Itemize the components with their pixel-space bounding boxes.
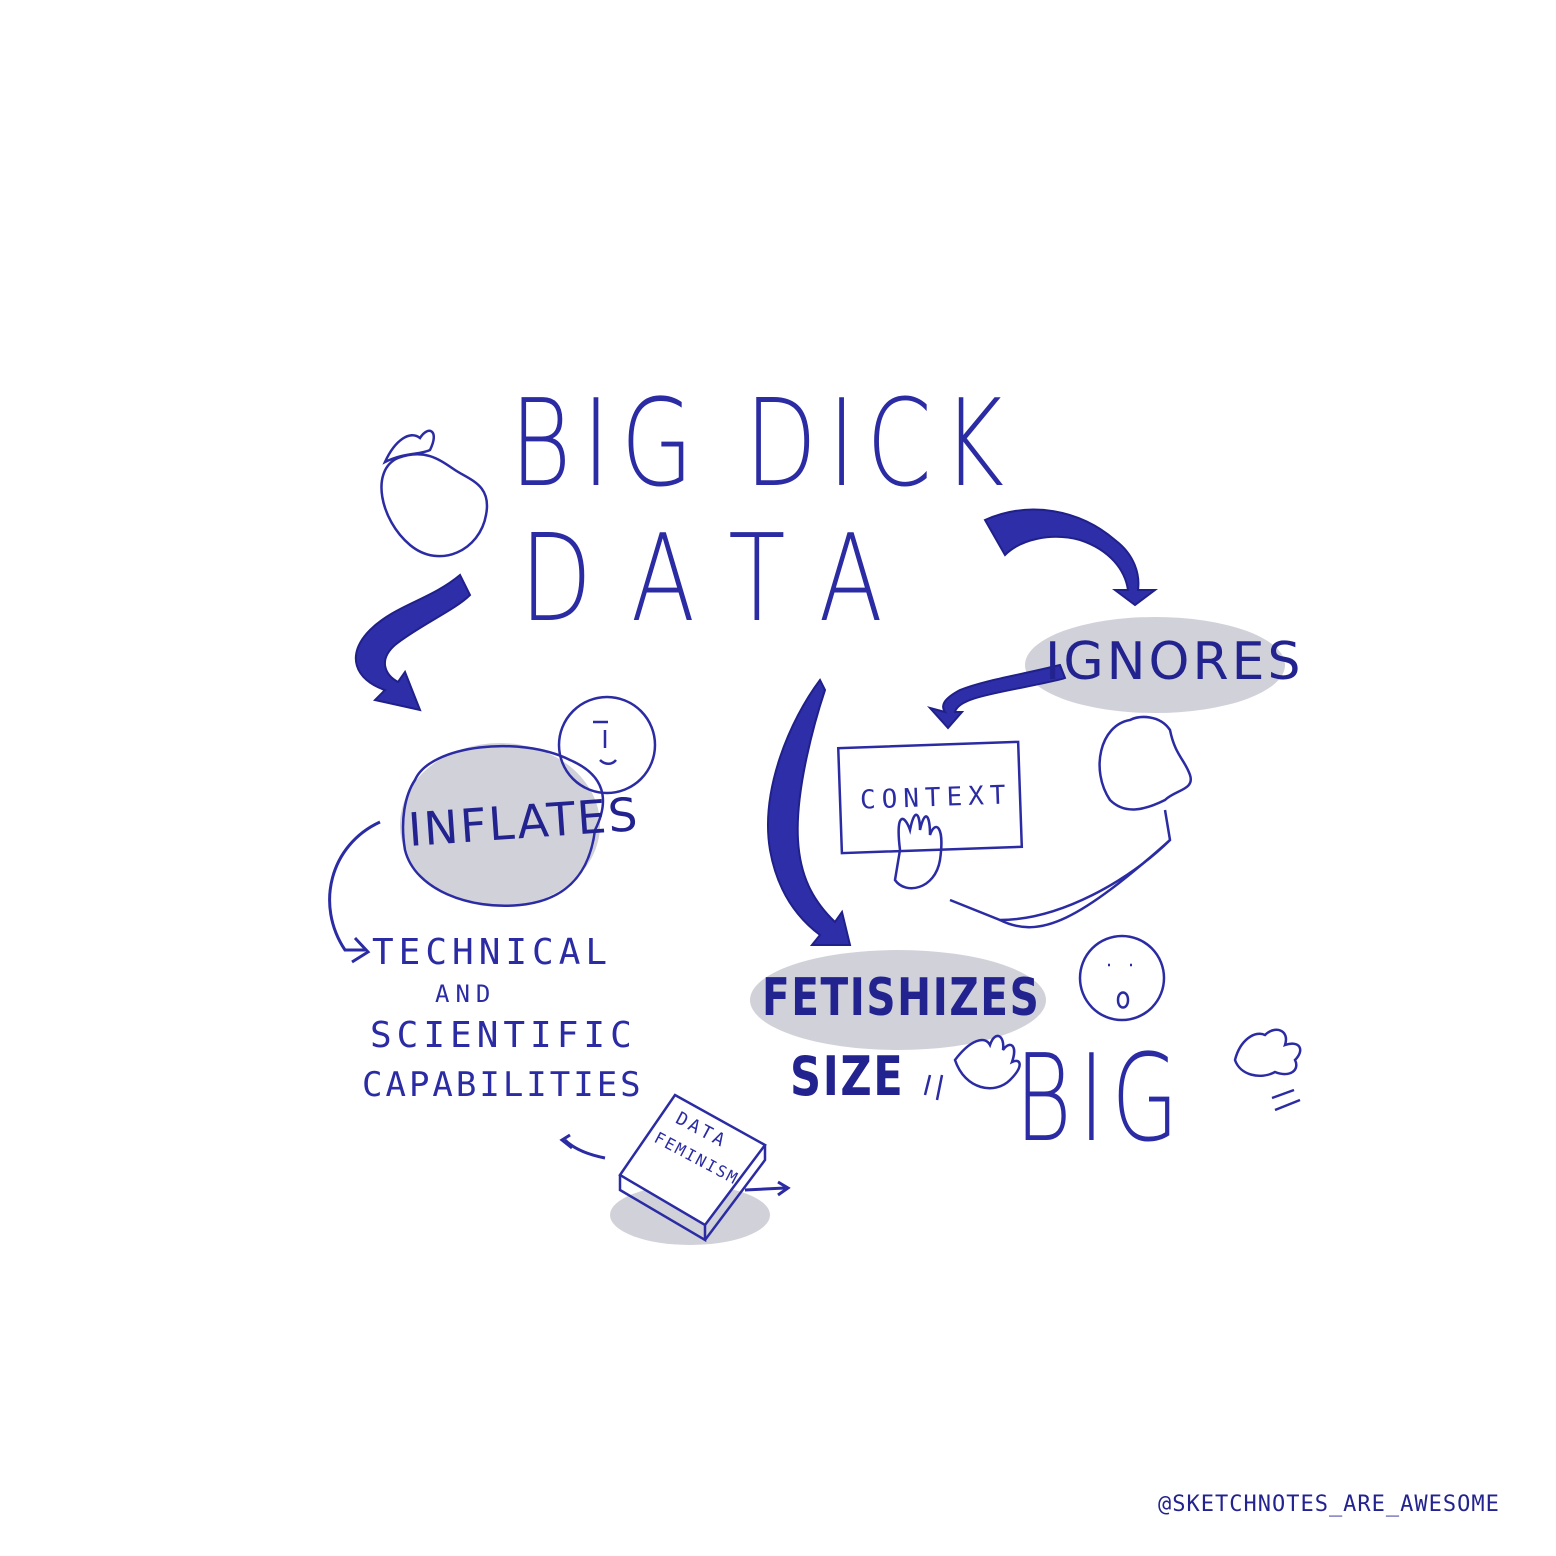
- fetishizes-label: FETISHIZES: [762, 968, 1041, 1028]
- hand-icon: [923, 1028, 1302, 1112]
- arrow-icon: [744, 1186, 786, 1192]
- capabilities-label: CAPABILITIES: [362, 1065, 644, 1105]
- arrow-icon: [983, 508, 1158, 607]
- arrow-icon: [328, 820, 381, 952]
- ignores-blob: [1025, 617, 1285, 713]
- face-icon: [1078, 934, 1166, 1022]
- book-icon: [618, 1093, 767, 1243]
- scientific-label: SCIENTIFIC: [370, 1015, 637, 1056]
- face-icon: [557, 695, 657, 795]
- title-line-1: BIG DICK: [510, 375, 1015, 514]
- arrow-icon: [767, 678, 852, 946]
- big-label: BIG: [1015, 1030, 1186, 1169]
- context-sign: [836, 740, 1024, 890]
- context-label: CONTEXT: [859, 780, 1013, 816]
- arrow-icon: [927, 663, 1067, 730]
- size-label: SIZE: [790, 1045, 905, 1108]
- credit-handle: @SKETCHNOTES_ARE_AWESOME: [1158, 1492, 1500, 1517]
- inflates-blob: [400, 743, 600, 907]
- title-line-2: DATA: [520, 510, 924, 649]
- arrow-icon: [563, 1138, 606, 1160]
- technical-label: TECHNICAL: [372, 932, 613, 973]
- and-label: AND: [435, 980, 497, 1008]
- ignores-label: IGNORES: [1045, 632, 1304, 692]
- eggplant-icon: [380, 429, 489, 558]
- arrow-icon: [354, 573, 472, 712]
- fetishizes-blob: [750, 950, 1046, 1050]
